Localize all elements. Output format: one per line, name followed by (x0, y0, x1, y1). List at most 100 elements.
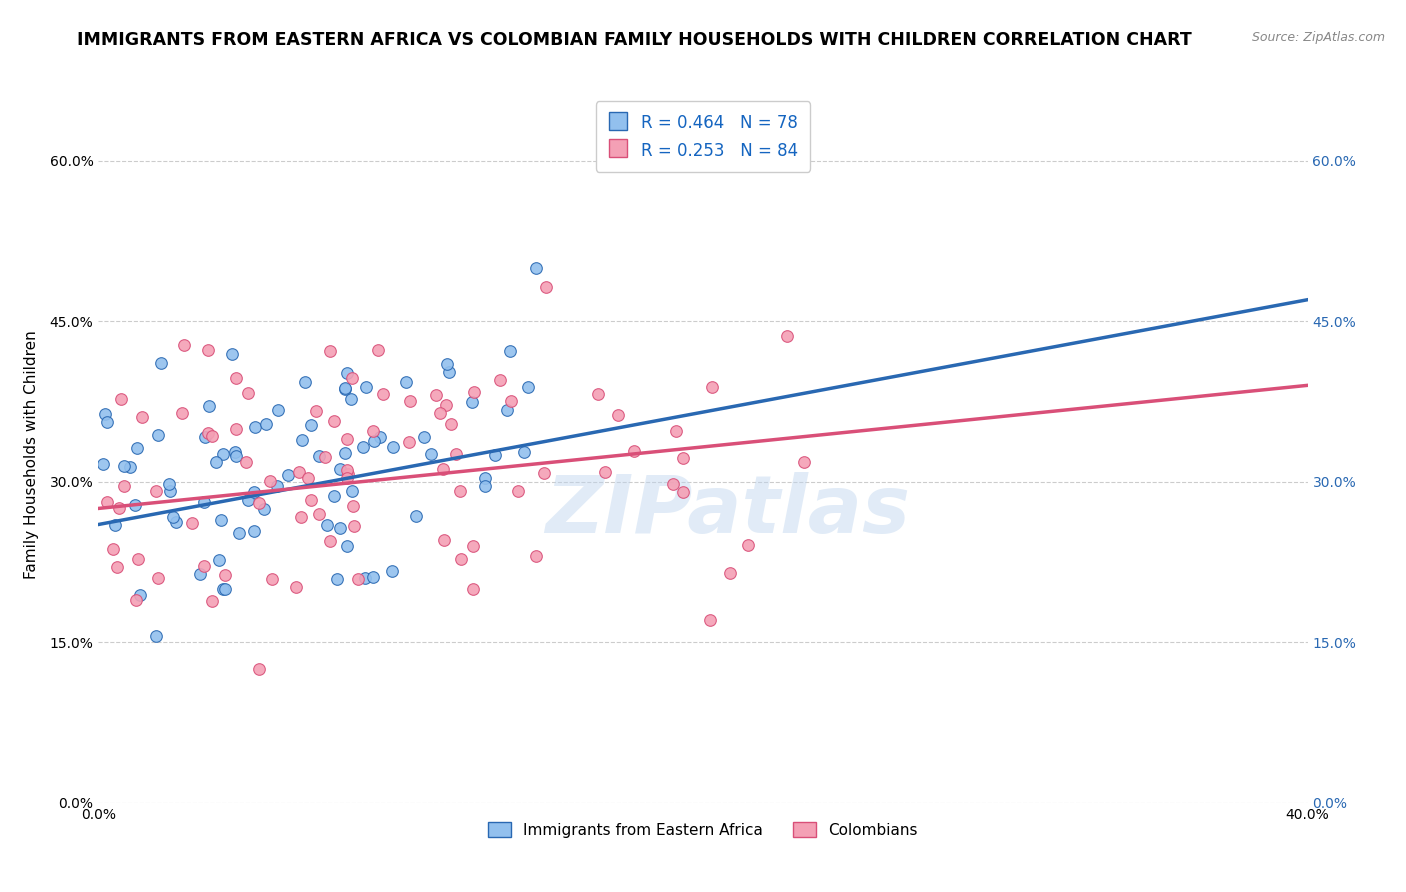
Point (173, 338, 195, 352)
Point (370, 430, 392, 444)
Point (149, 356, 172, 370)
Point (336, 366, 359, 380)
Point (170, 406, 193, 420)
Point (323, 489, 346, 503)
Point (193, 559, 215, 574)
Point (326, 572, 349, 586)
Point (776, 329, 799, 343)
Point (127, 441, 149, 455)
Point (381, 440, 404, 454)
Point (623, 444, 645, 458)
Point (105, 559, 128, 574)
Point (450, 552, 472, 566)
Point (508, 484, 530, 499)
Point (211, 582, 233, 596)
Point (211, 447, 233, 461)
Point (425, 388, 447, 402)
Point (524, 549, 547, 564)
Point (228, 526, 250, 541)
Point (225, 371, 247, 385)
Point (131, 410, 153, 425)
Point (437, 365, 460, 379)
Point (433, 533, 456, 547)
Point (474, 479, 496, 493)
Point (266, 479, 288, 493)
Point (262, 573, 284, 587)
Point (718, 566, 741, 581)
Text: IMMIGRANTS FROM EASTERN AFRICA VS COLOMBIAN FAMILY HOUSEHOLDS WITH CHILDREN CORR: IMMIGRANTS FROM EASTERN AFRICA VS COLOMB… (77, 31, 1192, 49)
Point (145, 483, 167, 498)
Point (336, 463, 359, 477)
Legend: Immigrants from Eastern Africa, Colombians: Immigrants from Eastern Africa, Colombia… (482, 815, 924, 844)
Point (449, 484, 471, 499)
Point (319, 343, 342, 358)
Point (308, 507, 330, 521)
Point (112, 459, 135, 474)
Point (586, 387, 609, 401)
Point (194, 430, 217, 444)
Point (484, 449, 506, 463)
Point (211, 513, 233, 527)
Point (214, 582, 236, 596)
Point (104, 518, 127, 533)
Point (305, 404, 328, 418)
Point (114, 478, 136, 492)
Point (672, 451, 695, 466)
Point (129, 588, 152, 602)
Point (367, 343, 389, 358)
Point (193, 495, 215, 509)
Point (297, 471, 319, 485)
Point (314, 450, 336, 465)
Point (214, 568, 236, 582)
Point (224, 444, 246, 458)
Point (399, 393, 422, 408)
Point (347, 573, 370, 587)
Point (340, 392, 363, 406)
Point (146, 571, 169, 585)
Point (291, 433, 314, 447)
Point (288, 465, 311, 479)
Point (198, 399, 221, 413)
Point (398, 435, 420, 450)
Point (536, 279, 558, 293)
Point (205, 455, 228, 469)
Point (157, 477, 180, 491)
Point (463, 385, 485, 400)
Point (343, 519, 366, 533)
Point (434, 399, 457, 413)
Point (299, 418, 322, 433)
Point (127, 552, 149, 566)
Point (188, 566, 211, 581)
Point (243, 484, 266, 499)
Point (243, 524, 266, 539)
Point (363, 434, 385, 449)
Point (148, 428, 170, 442)
Point (405, 508, 427, 523)
Point (336, 539, 359, 553)
Point (96, 415, 118, 429)
Point (489, 373, 512, 387)
Point (225, 449, 247, 463)
Point (333, 445, 356, 459)
Point (221, 347, 243, 361)
Point (429, 406, 451, 420)
Point (342, 500, 364, 514)
Point (495, 403, 517, 417)
Point (110, 392, 132, 406)
Point (702, 380, 724, 394)
Point (225, 422, 247, 436)
Point (267, 402, 290, 417)
Point (413, 430, 436, 444)
Point (672, 484, 695, 499)
Y-axis label: Family Households with Children: Family Households with Children (24, 331, 38, 579)
Point (533, 466, 555, 480)
Point (254, 417, 277, 431)
Text: ZIPatlas: ZIPatlas (544, 472, 910, 549)
Point (285, 580, 308, 594)
Point (342, 484, 364, 499)
Point (463, 582, 485, 596)
Point (373, 386, 395, 401)
Point (440, 417, 463, 432)
Point (420, 448, 443, 462)
Point (363, 570, 385, 584)
